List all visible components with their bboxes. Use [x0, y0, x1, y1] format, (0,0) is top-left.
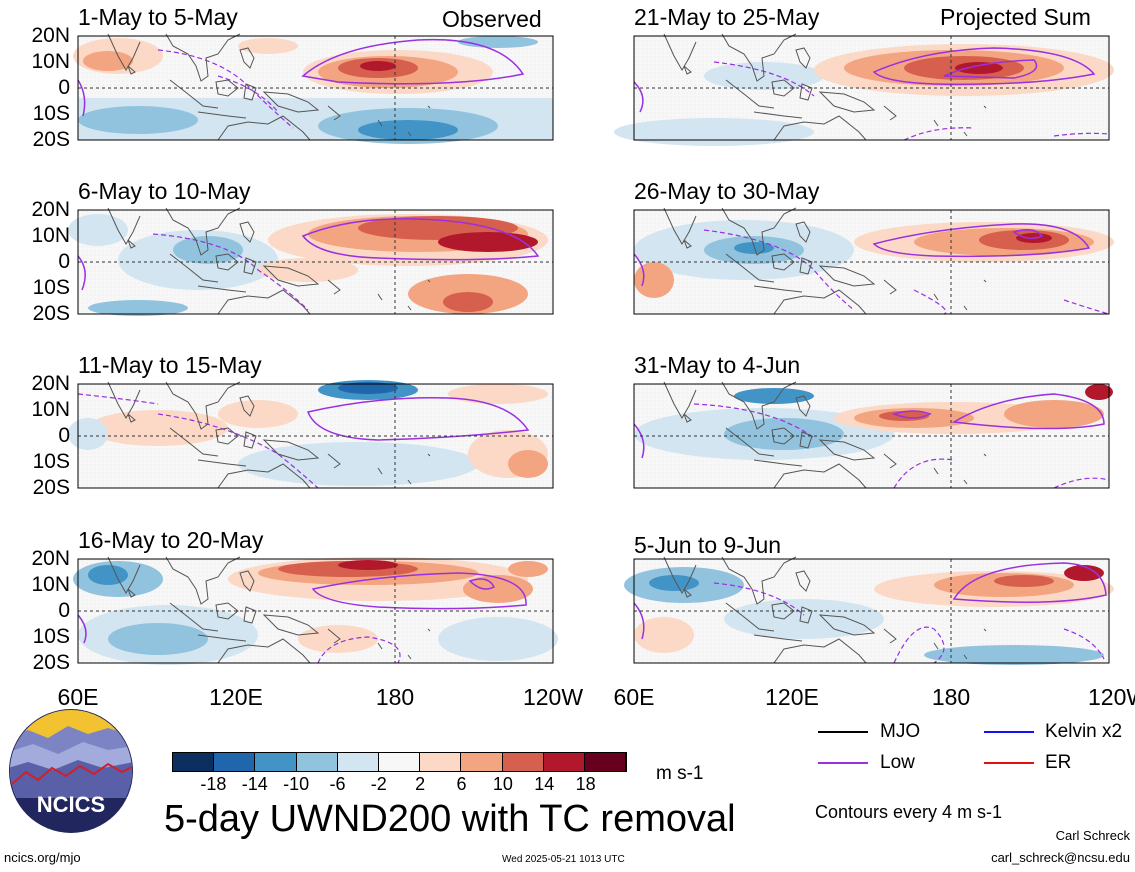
logo-wordmark: NCICS	[37, 792, 105, 817]
colorbar-tick-label: -10	[283, 774, 310, 794]
colorbar-swatch	[461, 753, 503, 771]
footer-author: Carl Schreck	[1055, 828, 1130, 843]
panel-date-range: 26-May to 30-May	[634, 178, 820, 204]
lat-label: 20N	[31, 547, 70, 570]
legend-label-er: ER	[1045, 752, 1072, 773]
lat-label: 10N	[31, 573, 70, 596]
panel-date-range: 5-Jun to 9-Jun	[634, 532, 782, 558]
legend-label-mjo: MJO	[880, 721, 921, 742]
map-right-2	[633, 207, 1114, 315]
colorbar-swatch	[173, 753, 215, 771]
colorbar-tick-label: 18	[575, 774, 596, 794]
lat-label: 10S	[32, 102, 70, 125]
panel-date-range: 11-May to 15-May	[78, 352, 262, 378]
colorbar-tick-label: -6	[329, 774, 346, 794]
lon-label: 120E	[765, 684, 819, 710]
map-right-4	[624, 556, 1114, 665]
legend-label-kelvin: Kelvin x2	[1045, 721, 1123, 742]
lat-label: 20S	[32, 302, 70, 325]
colorbar-swatch	[337, 753, 379, 771]
legend-label-low: Low	[880, 752, 915, 773]
lon-label: 60E	[57, 684, 99, 710]
kelvin-line-swatch	[984, 731, 1034, 733]
colorbar-swatch	[543, 753, 585, 771]
lat-label: 10S	[32, 450, 70, 473]
map-right-3	[633, 381, 1113, 489]
lon-label: 180	[931, 684, 971, 710]
panel-observed-tag: Observed	[442, 6, 542, 32]
footer-url[interactable]: ncics.org/mjo	[4, 850, 81, 865]
lat-label: 20N	[31, 372, 70, 395]
lat-label: 10N	[31, 398, 70, 421]
footer-timestamp: Wed 2025-05-21 1013 UTC	[502, 854, 625, 865]
contour-interval-note: Contours every 4 m s-1	[815, 802, 1003, 822]
panel-date-range: 6-May to 10-May	[78, 178, 251, 204]
colorbar-swatch	[214, 753, 256, 771]
map-left-2	[68, 207, 554, 316]
map-left-1	[73, 33, 554, 144]
main-title: 5-day UWND200 with TC removal	[164, 798, 736, 840]
low-line-swatch	[818, 762, 868, 764]
lat-label: 20S	[32, 476, 70, 499]
lon-label: 120W	[522, 684, 584, 710]
lat-label: 10N	[31, 224, 70, 247]
panel-date-range: 31-May to 4-Jun	[634, 352, 801, 378]
lat-label: 20N	[31, 24, 70, 47]
colorbar-tick-label: 2	[415, 774, 426, 794]
lat-label: 10N	[31, 50, 70, 73]
colorbar-tick-label: -14	[241, 774, 268, 794]
colorbar-swatch	[420, 753, 462, 771]
map-left-3	[68, 380, 554, 489]
colorbar-swatch	[378, 753, 421, 771]
lat-label: 0	[58, 424, 70, 447]
lat-label: 20S	[32, 651, 70, 674]
panel-date-range: 1-May to 5-May	[78, 4, 238, 30]
anomaly-maps	[68, 33, 1114, 665]
footer-email[interactable]: carl_schreck@ncsu.edu	[991, 850, 1130, 865]
colorbar	[172, 752, 627, 772]
panel-projected-tag: Projected Sum	[940, 4, 1091, 30]
lat-label: 0	[58, 76, 70, 99]
colorbar-tick-label: 6	[456, 774, 467, 794]
er-line-swatch	[984, 762, 1034, 764]
panel-date-range: 16-May to 20-May	[78, 527, 264, 553]
colorbar-swatch	[255, 753, 297, 771]
lat-label: 20S	[32, 128, 70, 151]
colorbar-swatch	[584, 753, 627, 771]
ncics-logo: NCICS	[9, 709, 133, 833]
lat-label: 0	[58, 599, 70, 622]
lat-label: 0	[58, 250, 70, 273]
colorbar-tick-label: 10	[492, 774, 513, 794]
lon-label: 120E	[209, 684, 263, 710]
lon-label: 180	[375, 684, 415, 710]
colorbar-tick-label: -2	[370, 774, 387, 794]
mjo-line-swatch	[818, 731, 868, 733]
colorbar-tick-label: -18	[200, 774, 227, 794]
lon-label: 120W	[1088, 686, 1135, 709]
lon-label: 60E	[613, 684, 655, 710]
lat-label: 10S	[32, 625, 70, 648]
lat-label: 10S	[32, 276, 70, 299]
colorbar-units: m s-1	[656, 763, 704, 784]
colorbar-swatch	[296, 753, 338, 771]
panel-date-range: 21-May to 25-May	[634, 4, 820, 30]
colorbar-swatch	[502, 753, 544, 771]
colorbar-tick-label: 14	[534, 774, 555, 794]
lat-label: 20N	[31, 198, 70, 221]
map-right-1	[614, 33, 1114, 146]
map-left-4	[73, 556, 558, 665]
